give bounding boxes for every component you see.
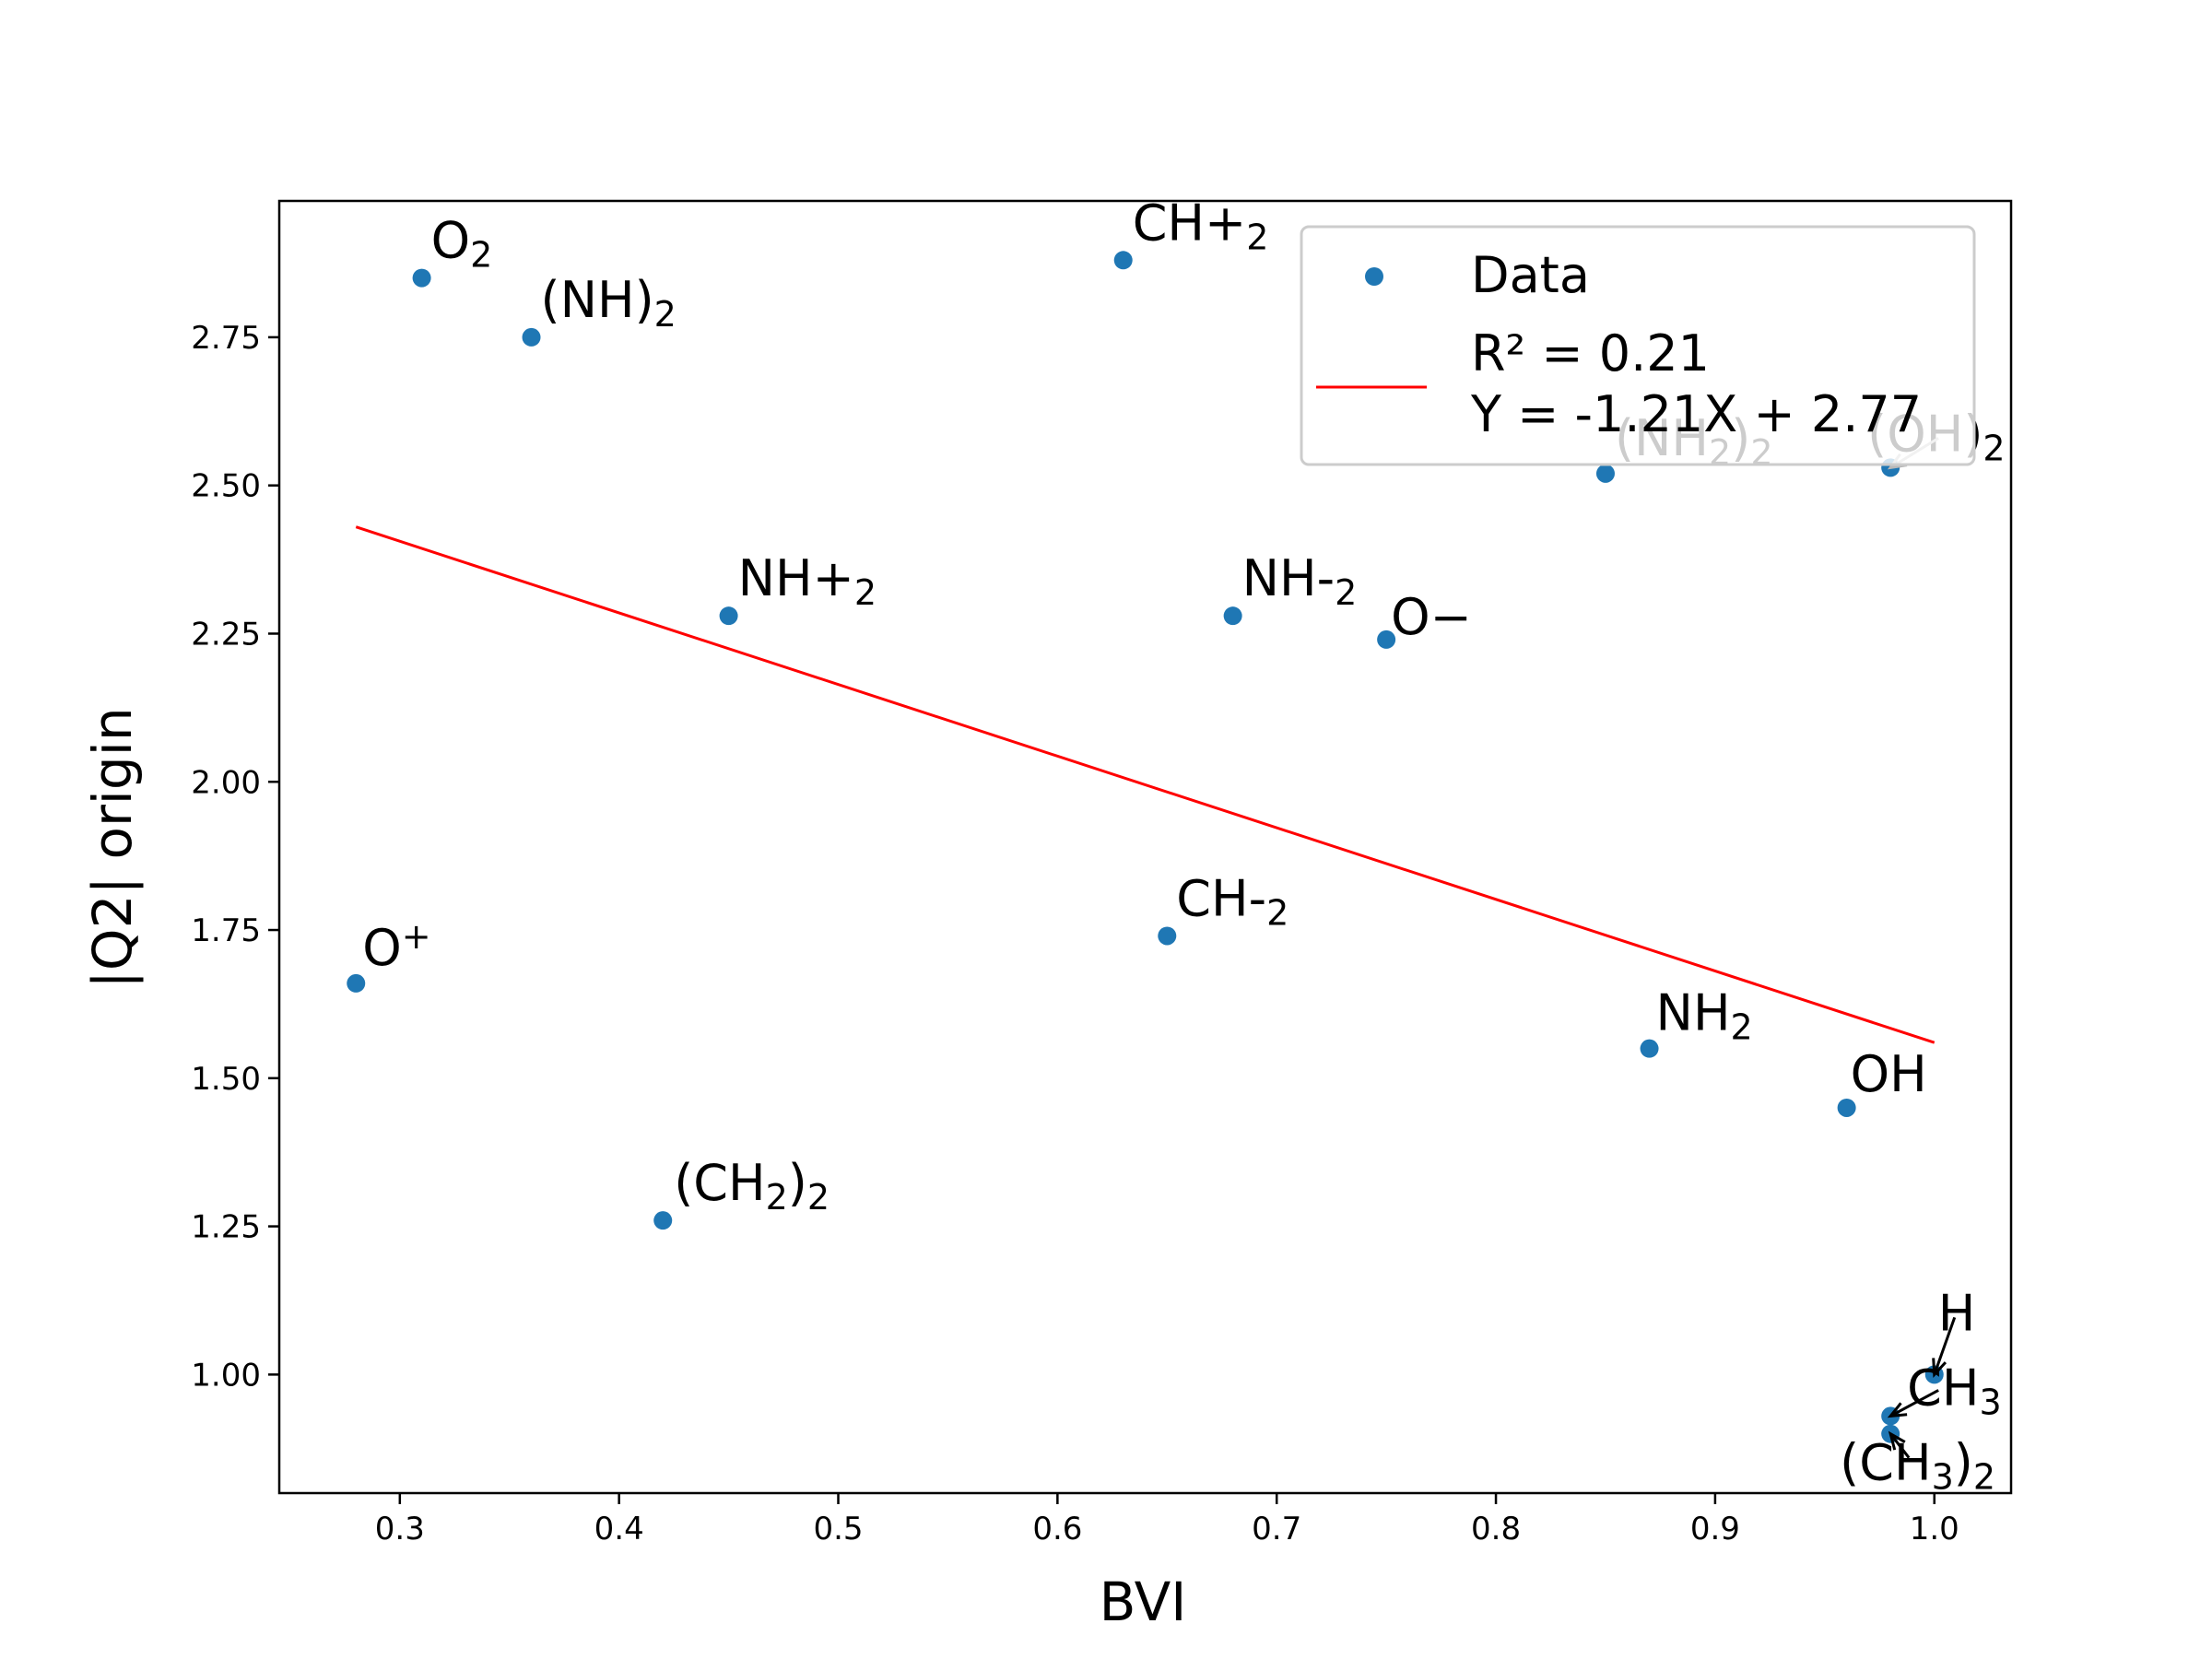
annotation-arrow-ch3-head: [1887, 1402, 1908, 1418]
data-point: [347, 973, 366, 993]
y-tick-label: 2.75: [191, 320, 261, 357]
data-point: [1113, 251, 1133, 270]
data-point: [522, 327, 541, 347]
plot-frame: [277, 199, 2013, 1495]
data-point: [719, 606, 738, 626]
point-label: OH: [1851, 1045, 1927, 1103]
legend-data-label: Data: [1471, 246, 1590, 304]
legend: Data R² = 0.21 Y = -1.21X + 2.77: [1300, 225, 1976, 466]
point-label: (NH)2: [541, 271, 677, 335]
y-tick-label: 2.25: [191, 616, 261, 653]
legend-data-marker: [1365, 267, 1383, 286]
data-point: [1595, 464, 1615, 483]
data-point: [653, 1211, 673, 1230]
data-point: [1158, 926, 1177, 946]
annotation-arrow-h-head: [1932, 1358, 1947, 1379]
y-tick-label: 1.50: [191, 1061, 261, 1098]
data-point: [1640, 1039, 1659, 1058]
legend-box: [1300, 225, 1976, 466]
x-axis-label: BVI: [1100, 1571, 1187, 1633]
annotation-arrow-ch3-2: [1888, 1432, 1911, 1459]
point-label: O−: [1391, 588, 1472, 646]
annotation-arrow-ch3: [1889, 1389, 1939, 1418]
x-tick-label: 0.3: [375, 1511, 425, 1547]
x-tick-label: 0.9: [1690, 1511, 1740, 1547]
point-label: O+: [362, 916, 430, 977]
point-label: H: [1938, 1284, 1976, 1342]
x-tick-label: 0.8: [1471, 1511, 1521, 1547]
legend-fit-label-equation: Y = -1.21X + 2.77: [1470, 385, 1922, 443]
fit-line: [355, 525, 1936, 1044]
x-tick-label: 0.4: [594, 1511, 644, 1547]
y-tick-label: 1.75: [191, 912, 261, 949]
y-tick-label: 1.25: [191, 1209, 261, 1246]
y-axis-label: |Q2| origin: [81, 707, 144, 988]
annotation-arrow-h: [1933, 1316, 1957, 1375]
data-point: [1377, 629, 1396, 649]
point-label: CH3: [1907, 1359, 2002, 1422]
y-tick-label: 1.00: [191, 1357, 261, 1394]
point-label: CH+2: [1133, 194, 1269, 257]
x-tick-label: 1.0: [1910, 1511, 1959, 1547]
point-label: NH+2: [738, 549, 877, 613]
point-label: (CH2)2: [674, 1154, 830, 1218]
point-label: NH2: [1656, 984, 1753, 1048]
data-point: [1837, 1098, 1856, 1117]
x-tick-label: 0.6: [1032, 1511, 1082, 1547]
data-point: [1223, 606, 1242, 626]
point-label: (CH3)2: [1840, 1434, 1995, 1498]
annotation-arrow-ch3-2-head: [1888, 1430, 1906, 1451]
x-tick-label: 0.5: [813, 1511, 863, 1547]
point-label: O2: [431, 212, 493, 276]
data-point: [412, 268, 431, 288]
point-label: NH-2: [1242, 549, 1358, 613]
point-label: CH-2: [1176, 869, 1288, 933]
y-tick-label: 2.00: [191, 764, 261, 801]
legend-fit-label-r2: R² = 0.21: [1471, 324, 1710, 382]
x-tick-label: 0.7: [1252, 1511, 1301, 1547]
y-tick-label: 2.50: [191, 468, 261, 505]
